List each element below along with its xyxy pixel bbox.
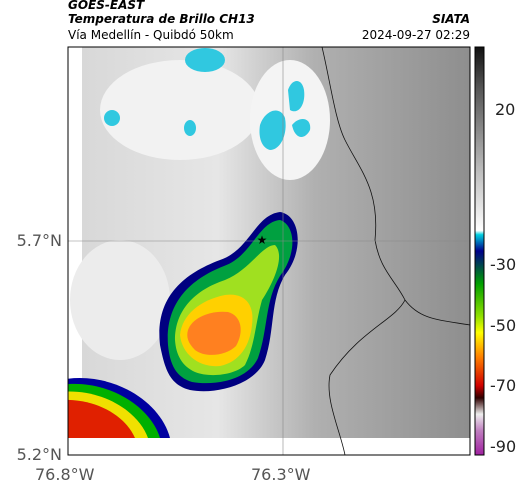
colorbar-tick-label: -50 [490, 316, 517, 335]
lat-tick-label: 5.2°N [16, 445, 62, 464]
source: SIATA [432, 12, 470, 26]
product-name: Temperatura de Brillo CH13 [68, 12, 255, 26]
route: Vía Medellín - Quibdó 50km [68, 28, 234, 42]
colorbar-tick-label: 20 [495, 100, 516, 119]
svg-text:★: ★ [257, 233, 268, 247]
lat-tick-label: 5.7°N [16, 231, 62, 250]
map-frame [67, 46, 471, 456]
satellite-name: GOES-EAST [68, 0, 145, 12]
colorbar-tick-label: -30 [490, 255, 517, 274]
satellite-image: ★ [68, 47, 470, 455]
colorbar-tick-label: -70 [490, 376, 517, 395]
colorbar-tick-label: -90 [490, 437, 517, 456]
colorbar [474, 46, 485, 456]
lon-tick-label: 76.3°W [251, 465, 311, 484]
lon-tick-label: 76.8°W [35, 465, 95, 484]
timestamp: 2024-09-27 02:29 [361, 28, 470, 42]
